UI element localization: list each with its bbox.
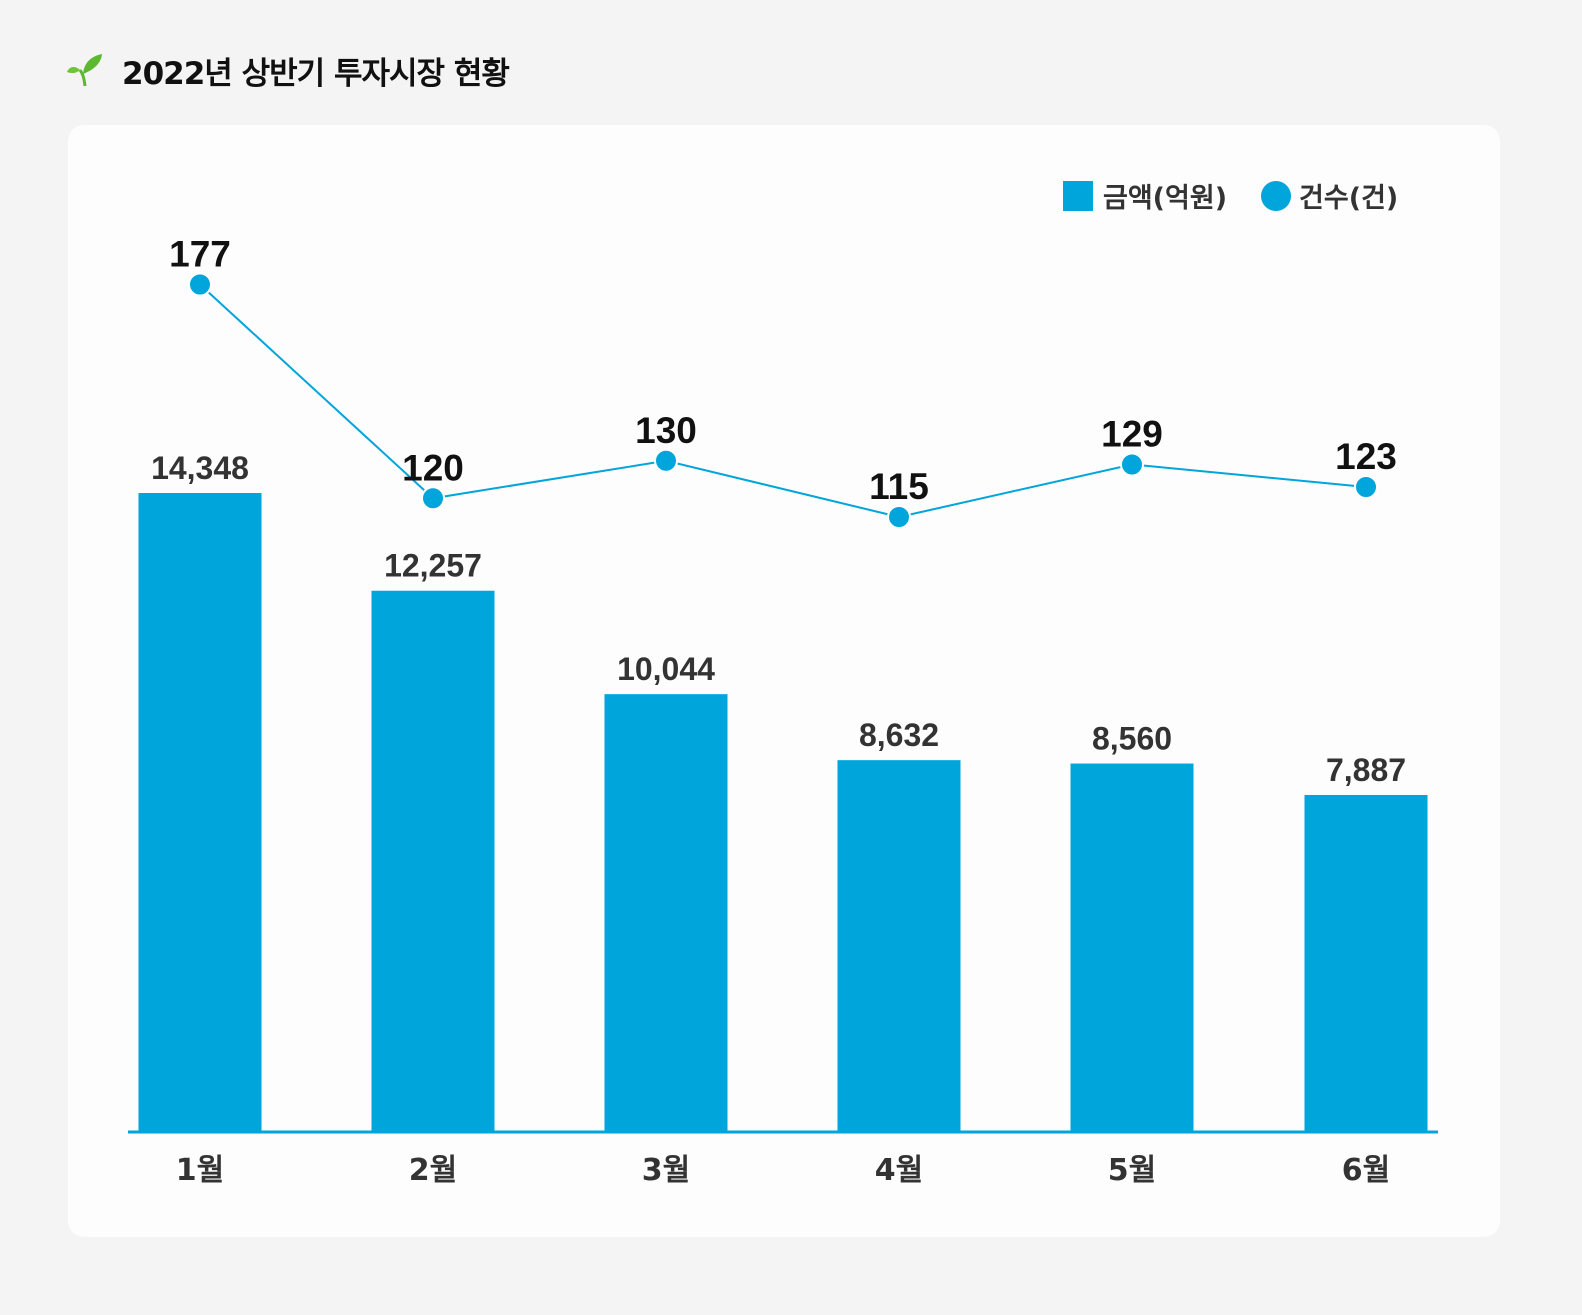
bar bbox=[1070, 763, 1194, 1131]
line-point bbox=[1120, 452, 1144, 477]
bar-value-label: 12,257 bbox=[384, 548, 482, 584]
line-point bbox=[421, 486, 445, 511]
line-point bbox=[188, 272, 212, 297]
line-point bbox=[1354, 475, 1378, 499]
x-tick-label: 2월 bbox=[409, 1153, 457, 1188]
legend-bar-swatch bbox=[1063, 180, 1093, 211]
legend-line-swatch bbox=[1261, 180, 1292, 211]
line-value-label: 177 bbox=[169, 234, 231, 275]
x-tick-label: 5월 bbox=[1108, 1153, 1156, 1188]
legend: 금액(억원) 건수(건) bbox=[1063, 176, 1398, 215]
bar bbox=[1304, 794, 1428, 1131]
x-tick-label: 1월 bbox=[176, 1153, 224, 1188]
page-title: 2022년 상반기 투자시장 현황 bbox=[122, 56, 510, 92]
line-value-label: 120 bbox=[402, 447, 464, 488]
bar bbox=[138, 492, 262, 1131]
line-value-label: 115 bbox=[869, 466, 929, 507]
legend-line-label: 건수(건) bbox=[1299, 183, 1399, 214]
chart-card bbox=[68, 125, 1500, 1237]
x-tick-label: 3월 bbox=[642, 1153, 690, 1188]
line-value-label: 129 bbox=[1101, 414, 1163, 455]
line-point bbox=[887, 505, 911, 529]
legend-bar-label: 금액(억원) bbox=[1103, 183, 1228, 214]
bar bbox=[837, 760, 961, 1131]
bar-value-label: 10,044 bbox=[617, 651, 715, 687]
line-value-label: 130 bbox=[635, 410, 697, 451]
bar-value-label: 8,632 bbox=[859, 717, 939, 753]
x-tick-label: 6월 bbox=[1342, 1153, 1390, 1188]
line-point bbox=[654, 448, 678, 473]
bar bbox=[371, 590, 495, 1131]
bar bbox=[604, 694, 728, 1131]
bar-value-label: 7,887 bbox=[1326, 752, 1406, 788]
bar-value-label: 14,348 bbox=[151, 450, 249, 486]
seedling-icon bbox=[67, 54, 102, 87]
line-series bbox=[199, 283, 1367, 519]
line-value-label: 123 bbox=[1335, 436, 1397, 477]
bar-value-label: 8,560 bbox=[1092, 721, 1172, 757]
x-tick-label: 4월 bbox=[875, 1153, 923, 1188]
